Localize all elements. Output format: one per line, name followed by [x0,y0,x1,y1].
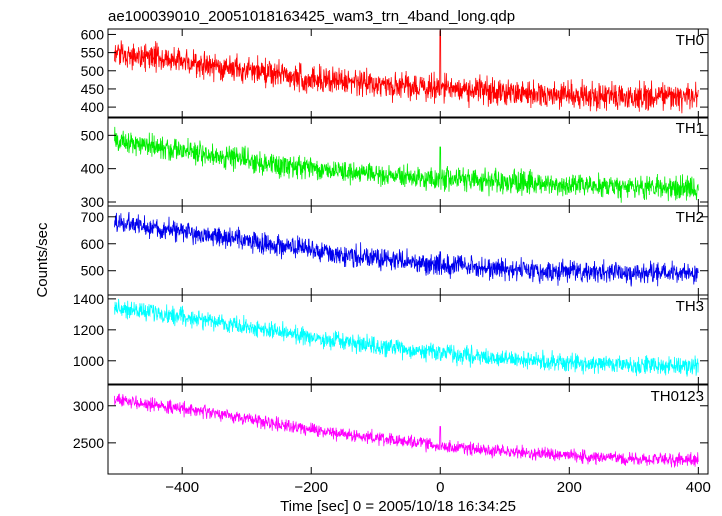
panel-th0: TH0 400 450 500 550 600 [81,26,709,119]
y-tick-label: 550 [81,45,105,61]
panel-th0123: TH0123 2500 3000 [73,384,709,475]
panel-frame [107,384,709,475]
panel-th1: TH1 300 400 500 [81,116,709,210]
panel-frame [107,205,709,296]
y-tick-label: 600 [81,26,105,42]
series-line-th0123 [114,393,699,468]
x-tick-label: −400 [165,479,199,496]
y-tick-label: 700 [81,209,105,225]
x-axis: −400 −200 0 200 400 [165,479,711,496]
y-tick-label: 400 [81,161,105,177]
panel-frame [107,294,709,385]
series-name-label: TH0 [676,32,704,49]
series-name-label: TH1 [676,120,704,137]
y-tick-label: 600 [81,236,105,252]
series-name-label: TH2 [676,209,704,226]
series-line-th3 [114,298,699,377]
series-line-th0 [114,30,699,114]
series-line-th1 [114,126,699,203]
panel-th2: TH2 500 600 700 [81,205,709,296]
y-tick-label: 2500 [73,435,104,451]
y-tick-label: 450 [81,81,105,97]
y-tick-label: 500 [81,127,105,143]
y-tick-label: 300 [81,194,105,210]
series-name-label: TH0123 [651,388,704,405]
y-tick-label: 1000 [73,353,104,369]
series-line-th2 [114,211,699,287]
y-tick-label: 400 [81,99,105,115]
y-axis-label: Counts/sec [34,222,51,298]
series-name-label: TH3 [676,298,704,315]
panels: TH0 400 450 500 550 600 TH1 300 400 500 TH2 500 600 7… [73,26,709,475]
x-axis-label: Time [sec] 0 = 2005/10/18 16:34:25 [280,498,516,515]
chart-title: ae100039010_20051018163425_wam3_trn_4ban… [108,8,515,25]
y-tick-label: 500 [81,63,105,79]
x-tick-label: 400 [686,479,711,496]
x-tick-label: 200 [557,479,582,496]
x-tick-label: 0 [436,479,444,496]
panel-th3: TH3 1000 1200 1400 [73,291,709,385]
y-tick-label: 500 [81,263,105,279]
x-tick-label: −200 [294,479,328,496]
y-tick-label: 1400 [73,291,104,307]
panel-frame [107,28,709,119]
y-tick-label: 1200 [73,322,104,338]
y-tick-label: 3000 [73,398,104,414]
